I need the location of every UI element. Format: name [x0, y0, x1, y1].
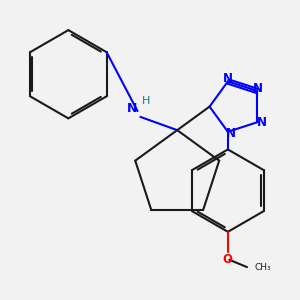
- Text: N: N: [257, 116, 267, 129]
- Text: H: H: [142, 96, 151, 106]
- Text: CH₃: CH₃: [254, 262, 271, 272]
- Text: N: N: [226, 127, 236, 140]
- Text: N: N: [223, 72, 233, 85]
- Text: N: N: [253, 82, 262, 94]
- Text: O: O: [223, 253, 233, 266]
- Text: N: N: [126, 102, 137, 115]
